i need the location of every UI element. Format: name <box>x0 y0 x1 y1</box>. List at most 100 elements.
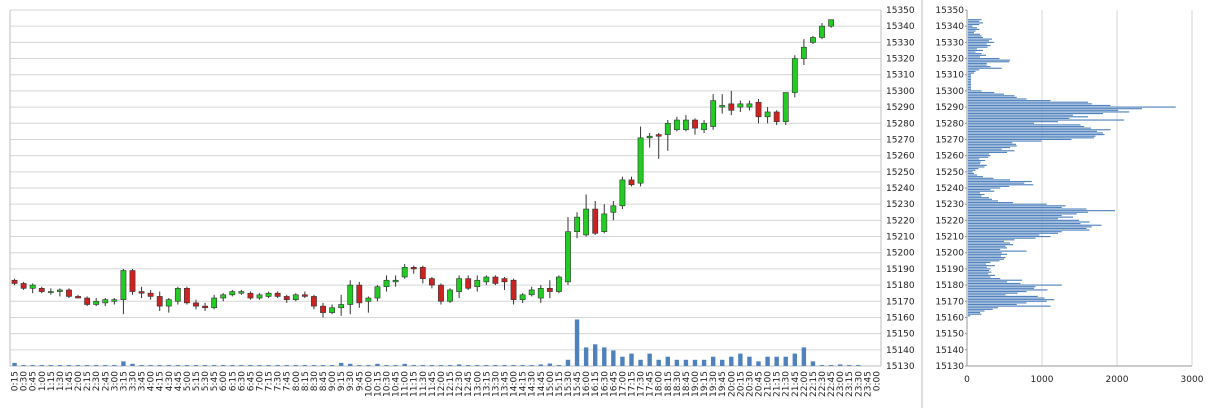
volume-bar <box>710 356 716 366</box>
profile-bar <box>968 231 1062 233</box>
candle-body <box>565 231 571 283</box>
x-tick-label: 16:00 <box>582 371 592 397</box>
profile-bar <box>968 234 1040 236</box>
candle <box>819 22 825 40</box>
volume-bar <box>402 363 407 366</box>
y-tick-label: 15270 <box>886 135 915 145</box>
profile-bar <box>968 56 980 58</box>
candle <box>320 302 326 318</box>
candle <box>247 291 254 300</box>
profile-bar <box>968 67 1002 69</box>
candle-body <box>301 294 308 297</box>
candle-body <box>29 284 36 289</box>
profile-bar <box>968 218 1058 220</box>
x-tick-label: 6:00 <box>219 371 229 391</box>
candle <box>592 200 599 235</box>
profile-bar <box>968 135 1096 137</box>
candle <box>193 299 199 310</box>
candle <box>292 293 299 302</box>
candle-body <box>637 137 644 184</box>
profile-bar <box>968 252 1002 254</box>
profile-bar <box>968 103 1092 105</box>
volume-bar <box>683 359 689 366</box>
candle-body <box>465 278 472 289</box>
volume-bar <box>130 363 135 366</box>
volume-bar <box>357 365 362 366</box>
y-tick-label: 15250 <box>886 168 915 178</box>
profile-bar <box>968 303 1017 306</box>
volume-bar <box>720 359 725 366</box>
profile-bar <box>968 295 1038 297</box>
y-tick-label: 15260 <box>886 152 915 162</box>
volume-bar <box>39 365 44 366</box>
y-tick-label: 15190 <box>886 265 915 275</box>
x-tick-label: 23:15 <box>845 371 855 397</box>
x-tick-label: 21:45 <box>791 371 801 397</box>
profile-bar <box>968 284 1062 286</box>
profile-bar <box>968 247 1007 249</box>
y-tick-label: 15130 <box>886 362 915 372</box>
profile-bar <box>968 51 976 53</box>
profile-bar <box>968 87 971 89</box>
candle-body <box>456 278 463 292</box>
profile-bar <box>968 64 987 66</box>
x-tick-label: 14:45 <box>537 371 547 397</box>
volume-bar <box>847 365 852 366</box>
candle <box>664 120 671 151</box>
profile-bar <box>968 111 1130 113</box>
candle-body <box>147 292 154 297</box>
profile-bar <box>968 40 989 42</box>
profile-bar <box>968 127 1091 129</box>
volume-bar <box>647 353 652 366</box>
profile-bar <box>968 163 980 165</box>
profile-bar <box>968 271 992 273</box>
profile-bar <box>968 248 1001 251</box>
volume-bar <box>257 365 262 366</box>
profile-bar <box>968 197 989 199</box>
candle <box>428 277 435 289</box>
candle-body <box>492 276 499 284</box>
candle <box>628 176 635 187</box>
candle-body <box>347 284 354 305</box>
candle-body <box>338 304 345 309</box>
y-tick-label: 15300 <box>886 87 915 97</box>
x-tick-label: 1:00 <box>38 371 48 391</box>
candle-body <box>646 135 653 139</box>
candle <box>673 116 680 132</box>
volume-bar <box>411 365 416 366</box>
x-tick-label: 22:00 <box>800 371 810 397</box>
candle-body <box>764 111 771 118</box>
volume-bar <box>756 361 761 366</box>
profile-bar <box>968 158 980 160</box>
profile-bar <box>968 201 1013 204</box>
volume-bar <box>139 365 144 366</box>
profile-bar <box>968 75 971 77</box>
y-tick-label: 15310 <box>935 71 964 81</box>
candle <box>120 268 127 315</box>
x-tick-label: 4:30 <box>165 371 175 391</box>
profile-bar <box>968 124 1081 126</box>
x-tick-label: 1:15 <box>47 371 57 391</box>
y-tick-label: 15180 <box>935 281 964 291</box>
x-tick-label: 13:30 <box>491 371 501 397</box>
candle-body <box>583 208 590 236</box>
profile-bar <box>968 290 1027 293</box>
x-tick-label: 17:30 <box>637 371 647 397</box>
volume-bar <box>674 359 680 366</box>
x-tick-label: 11:15 <box>410 371 420 397</box>
profile-bar <box>968 168 979 170</box>
profile-bar <box>968 61 1010 63</box>
volume-bar <box>30 365 35 366</box>
candle <box>338 294 345 316</box>
candle <box>419 265 426 284</box>
profile-bar <box>968 121 1058 123</box>
candle-body <box>111 299 118 302</box>
x-tick-label: 7:30 <box>274 371 284 391</box>
candle <box>637 126 644 187</box>
volume-bar <box>729 356 734 366</box>
price-panel: 15130 15140 15150 15160 15170 15180 15190 15200… <box>9 6 915 397</box>
candle-body <box>528 289 535 296</box>
volume-bar <box>565 359 571 366</box>
profile-bar <box>968 38 992 40</box>
volume-bar <box>810 361 816 366</box>
